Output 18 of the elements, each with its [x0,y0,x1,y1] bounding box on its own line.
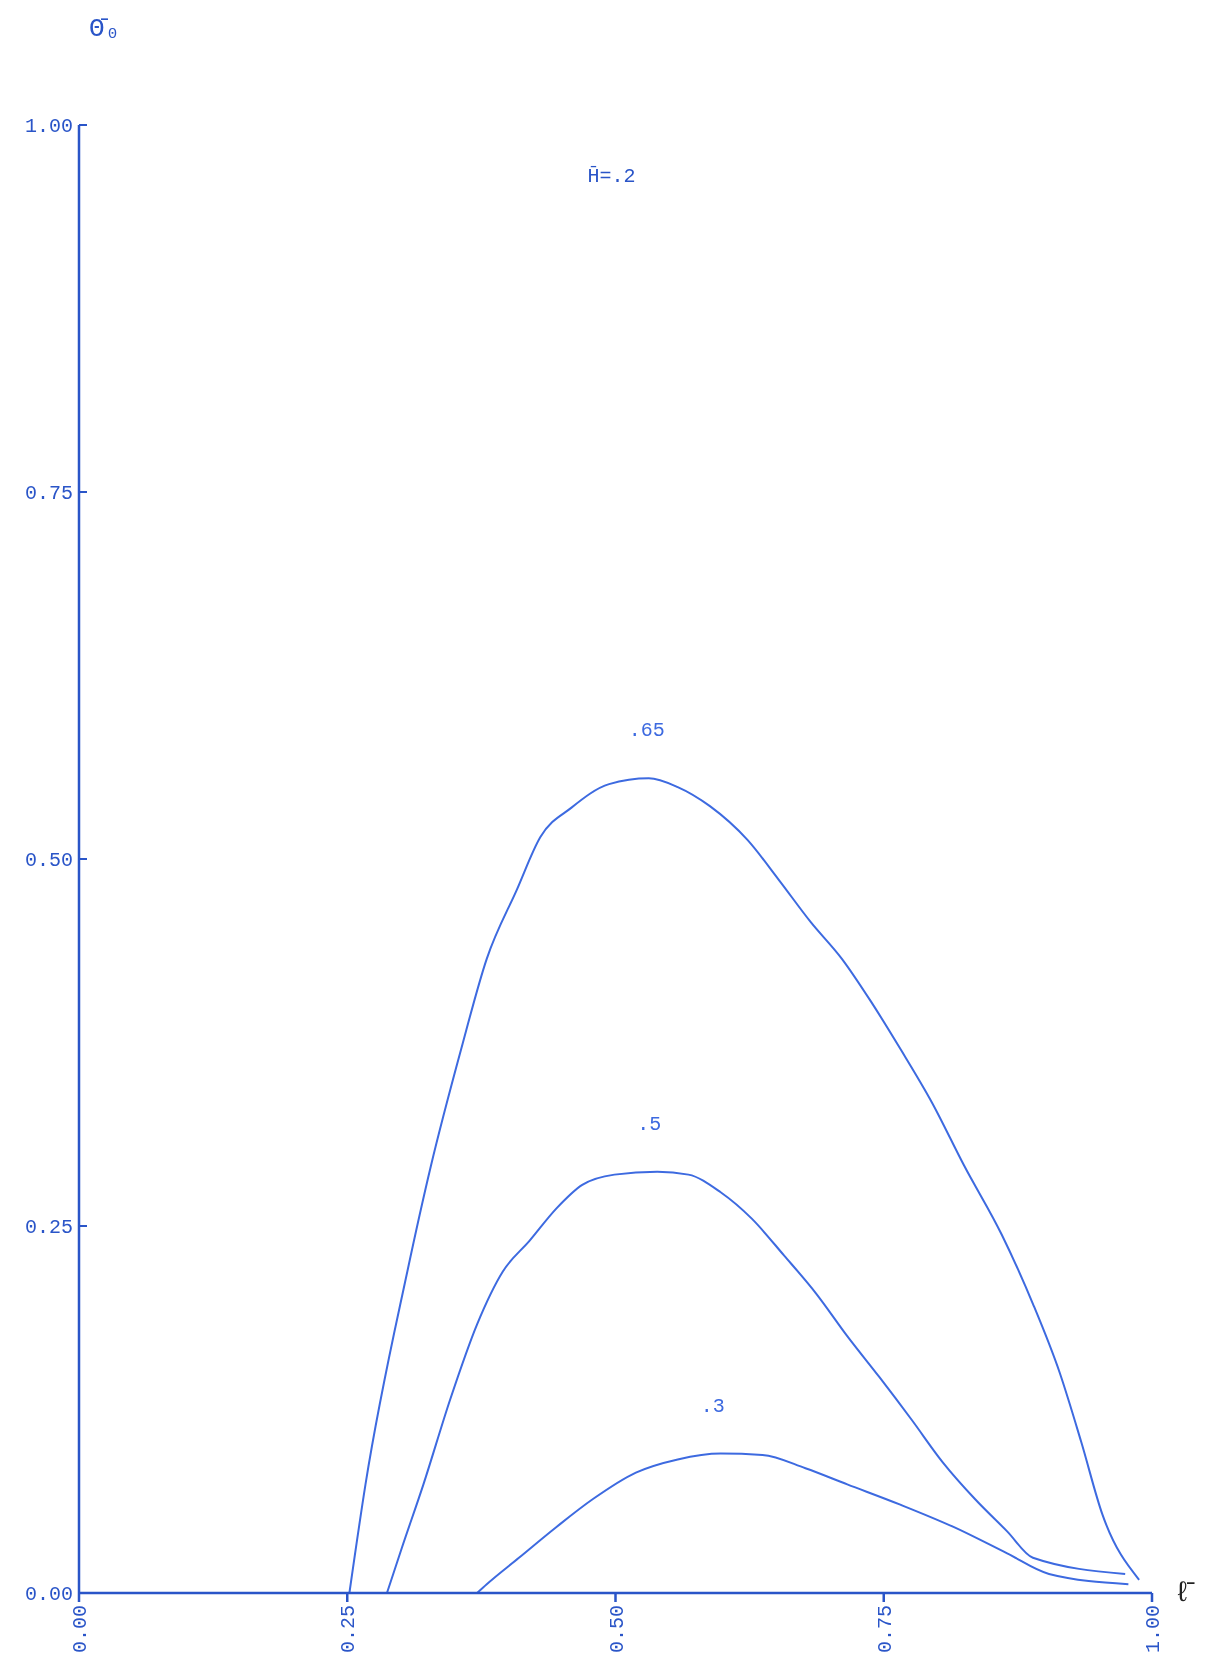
series-label: .65 [628,719,665,743]
series-label: .3 [700,1394,725,1418]
x-tick-label: 1.00 [1142,1605,1165,1654]
y-tick-label: 1.00 [24,115,73,138]
y-tick-label: 0.25 [24,1216,73,1239]
y-tick-label: 0.75 [24,482,73,505]
line-series [385,1170,1127,1594]
x-tick-label: 0.25 [337,1605,361,1654]
y-tick-label: 0.00 [24,1583,73,1606]
line-series [476,1452,1130,1594]
x-tick-label: 0.75 [873,1605,897,1654]
y-axis-title: Θ̄₀ [89,14,121,44]
series-label: .5 [637,1112,662,1136]
line-series [348,777,1141,1594]
annotation: H̄=.2 [587,164,636,188]
x-axis-title: ℓ̄ [1174,1578,1195,1609]
y-tick-label: 0.50 [24,849,73,872]
x-tick-label: 0.50 [605,1605,629,1654]
